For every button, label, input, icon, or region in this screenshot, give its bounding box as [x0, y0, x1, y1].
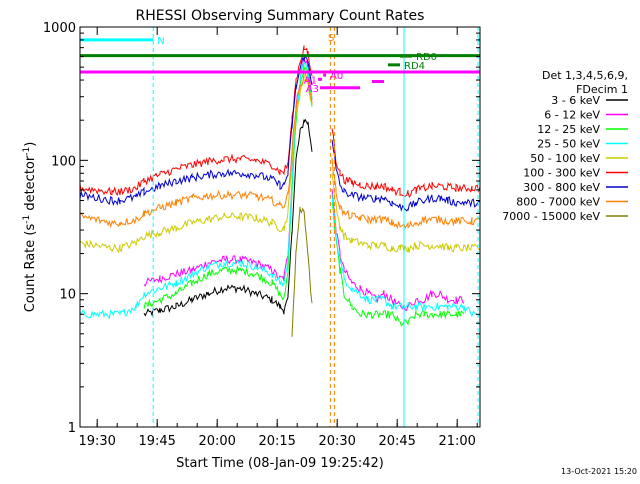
- legend-label-1: 6 - 12 keV: [544, 109, 600, 122]
- legend-label-6: 300 - 800 keV: [523, 181, 600, 194]
- series-line-2: [143, 64, 465, 327]
- x-tick-label-4: 20:30: [318, 434, 355, 449]
- x-tick-label-1: 19:45: [138, 434, 175, 449]
- y-tick-label-2: 100: [51, 154, 76, 169]
- flag-label-7: A1: [304, 75, 317, 86]
- y-tick-label-0: 1: [68, 421, 76, 436]
- series-line-0: [143, 118, 313, 317]
- series-layer: [79, 45, 481, 337]
- flag-label-9: S: [328, 33, 334, 44]
- x-tick-label-0: 19:30: [78, 434, 115, 449]
- legend-label-3: 25 - 50 keV: [537, 138, 600, 151]
- x-tick-label-5: 20:45: [378, 434, 415, 449]
- flag-label-4: RD4: [404, 61, 425, 72]
- legend-header-0: Det 1,3,4,5,6,9,: [542, 69, 628, 82]
- x-tick-label-3: 20:15: [258, 434, 295, 449]
- series-line-8: [291, 206, 313, 337]
- y-tick-label-1: 10: [59, 288, 76, 303]
- axis-layer: 19:30 19:45 20:00 20:15 20:30 20:45 21:00 1 10 10…: [43, 21, 480, 449]
- legend-header-1: FDecim 1: [576, 83, 628, 96]
- legend-label-5: 100 - 300 keV: [523, 167, 600, 180]
- legend: Det 1,3,4,5,6,9,FDecim 13 - 6 keV 6 - 12 …: [502, 69, 628, 223]
- chart-title: RHESSI Observing Summary Count Rates: [136, 8, 425, 24]
- flag-label-0: N: [157, 36, 164, 47]
- legend-label-4: 50 - 100 keV: [530, 152, 600, 165]
- legend-label-8: 7000 - 15000 keV: [502, 210, 600, 223]
- legend-label-7: 800 - 7000 keV: [516, 196, 600, 209]
- y-tick-label-3: 1000: [43, 21, 76, 36]
- footer-timestamp: 13-Oct-2021 15:20: [561, 467, 637, 476]
- x-axis-label: Start Time (08-Jan-09 19:25:42): [176, 456, 384, 471]
- flag-label-6: A3: [306, 84, 319, 95]
- flag-label-8: A0: [330, 71, 343, 82]
- series-line-7: [79, 70, 481, 230]
- series-line-6: [79, 55, 481, 212]
- legend-label-0: 3 - 6 keV: [551, 94, 600, 107]
- flag-label-3: RD0: [416, 52, 437, 63]
- x-tick-label-6: 21:00: [438, 434, 475, 449]
- x-tick-label-2: 20:00: [198, 434, 235, 449]
- y-axis-label: Count Rate (s-1 detector-1): [22, 142, 38, 313]
- plot-frame: [79, 26, 481, 428]
- series-line-4: [79, 73, 481, 254]
- series-line-5: [79, 45, 481, 198]
- series-line-3: [79, 60, 481, 320]
- legend-label-2: 12 - 25 keV: [537, 123, 600, 136]
